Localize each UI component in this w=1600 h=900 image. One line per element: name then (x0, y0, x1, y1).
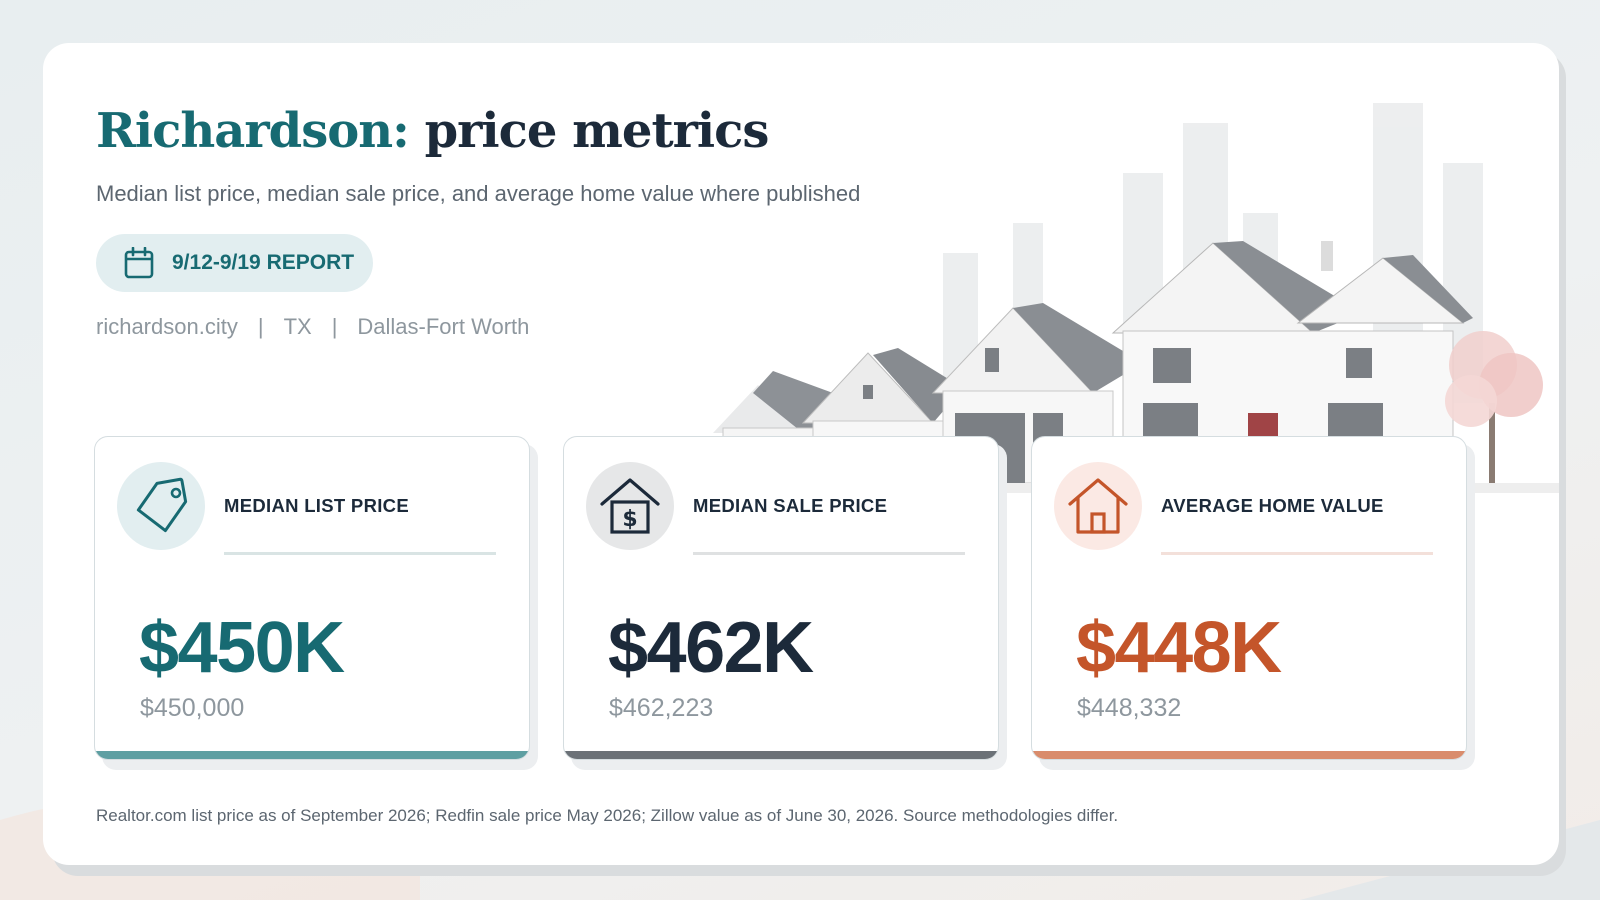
divider (693, 552, 965, 555)
metric-value: $448K (1076, 608, 1282, 688)
metric-exact-value: $450,000 (140, 694, 245, 722)
accent-bar (95, 751, 529, 759)
metric-exact-value: $462,223 (609, 694, 714, 722)
meta-metro: Dallas-Fort Worth (357, 314, 530, 339)
house-illustration (683, 103, 1559, 493)
metric-card-average-home-value: AVERAGE HOME VALUE $448K $448,332 (1031, 436, 1467, 760)
metric-card-median-list-price: MEDIAN LIST PRICE $450K $450,000 (94, 436, 530, 760)
report-label: 9/12-9/19 REPORT (172, 251, 355, 274)
svg-text:$: $ (622, 507, 637, 532)
title-city: Richardson: (96, 103, 410, 159)
metric-card-median-sale-price: $ MEDIAN SALE PRICE $462K $462,223 (563, 436, 999, 760)
icon-circle (117, 462, 205, 550)
accent-bar (564, 751, 998, 759)
location-meta: richardson.city | TX | Dallas-Fort Worth (96, 314, 529, 340)
accent-bar (1032, 751, 1466, 759)
meta-website: richardson.city (96, 314, 238, 339)
home-icon (1068, 478, 1128, 534)
divider (224, 552, 496, 555)
metric-label: AVERAGE HOME VALUE (1161, 495, 1384, 516)
metric-value: $450K (139, 608, 345, 688)
metric-value: $462K (608, 608, 814, 688)
page-title: Richardson: price metrics (96, 103, 770, 159)
page-subtitle: Median list price, median sale price, an… (96, 181, 861, 206)
calendar-icon (124, 247, 154, 279)
metric-exact-value: $448,332 (1077, 694, 1182, 722)
meta-state: TX (283, 314, 312, 339)
meta-separator: | (331, 314, 338, 339)
price-metrics-card: Richardson: price metrics Median list pr… (43, 43, 1559, 865)
title-rest: price metrics (424, 103, 770, 159)
price-tag-icon (136, 477, 188, 533)
house-dollar-icon: $ (600, 478, 660, 534)
report-date-badge: 9/12-9/19 REPORT (96, 234, 373, 292)
icon-circle (1054, 462, 1142, 550)
source-footnote: Realtor.com list price as of September 2… (96, 806, 1119, 825)
metric-label: MEDIAN SALE PRICE (693, 495, 888, 516)
meta-separator: | (257, 314, 264, 339)
icon-circle: $ (586, 462, 674, 550)
divider (1161, 552, 1433, 555)
metric-label: MEDIAN LIST PRICE (224, 495, 409, 516)
